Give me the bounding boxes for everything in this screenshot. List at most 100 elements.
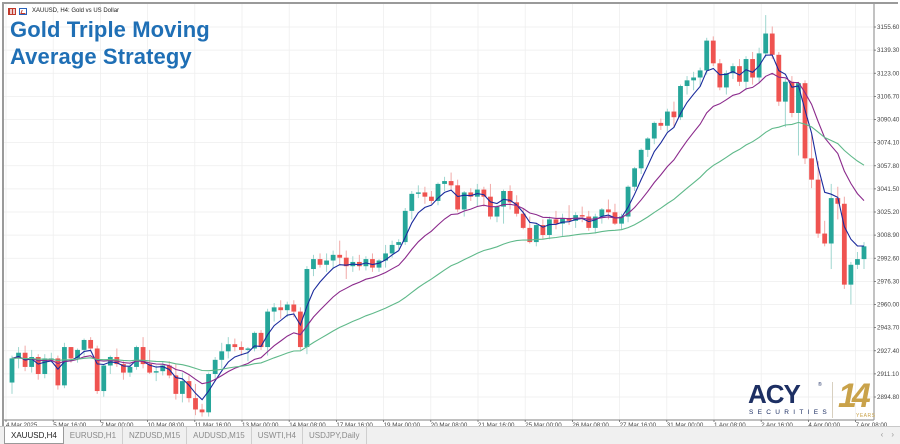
candle	[55, 355, 61, 390]
candle	[645, 137, 651, 157]
candle	[606, 199, 611, 220]
tab-xauusd-h4[interactable]: XAUUSD,H4	[4, 427, 64, 444]
candle	[750, 51, 755, 85]
logo-subtitle: SECURITIES	[749, 409, 832, 416]
price-chart[interactable]: 3155.60 3139.30 3123.00 3106.70 3090.40 3074.…	[0, 0, 900, 426]
candle	[835, 186, 841, 220]
candle	[671, 101, 677, 128]
y-tick-label: 3123.00	[877, 70, 900, 77]
candle	[743, 56, 749, 91]
chart-type-icon[interactable]	[19, 7, 27, 15]
candle	[796, 81, 801, 156]
candle	[311, 254, 316, 277]
x-tick-label: 1 Apr 08:00	[714, 422, 746, 426]
candle	[861, 242, 867, 270]
anniversary-number: 14	[838, 377, 871, 415]
candle	[684, 76, 690, 95]
x-tick-label: 10 Mar 08:00	[148, 422, 185, 426]
candle	[494, 205, 500, 223]
scroll-left-icon[interactable]: ‹	[880, 430, 884, 439]
candle	[507, 185, 513, 210]
candle	[376, 259, 382, 272]
candle	[828, 183, 834, 270]
x-tick-label: 2 Apr 16:00	[761, 422, 793, 426]
candle	[324, 253, 329, 272]
x-tick-label: 4 Mar 2025	[6, 422, 38, 426]
x-tick-label: 27 Mar 16:00	[620, 422, 657, 426]
candle	[75, 348, 80, 363]
candle	[769, 26, 775, 60]
candle	[527, 216, 533, 244]
candle	[304, 266, 310, 355]
candle	[691, 71, 696, 91]
candle	[180, 372, 185, 403]
scroll-right-icon[interactable]: ›	[891, 430, 894, 439]
y-tick-label: 2960.00	[877, 302, 900, 309]
tab-eurusd-h1[interactable]: EURUSD,H1	[64, 427, 124, 444]
candle	[402, 208, 408, 245]
candle	[121, 361, 126, 380]
candle	[107, 355, 113, 375]
symbol-description: XAUUSD, H4: Gold vs US Dollar	[32, 8, 120, 14]
candle	[625, 185, 631, 223]
candle	[62, 342, 67, 389]
candle	[737, 59, 742, 87]
candle	[815, 161, 821, 238]
candle	[225, 337, 231, 359]
candle	[553, 210, 559, 230]
y-tick-label: 2976.30	[877, 278, 900, 285]
candle	[697, 67, 703, 87]
y-tick-label: 2927.40	[877, 348, 900, 355]
candle	[415, 185, 421, 199]
tab-nzdusd-m15[interactable]: NZDUSD,M15	[123, 427, 188, 444]
candle	[776, 51, 782, 106]
ma-fast-line	[11, 54, 865, 401]
candle	[29, 349, 35, 373]
candle	[101, 364, 107, 397]
y-axis-labels: 3155.60 3139.30 3123.00 3106.70 3090.40 3074.…	[874, 24, 900, 401]
headline-line-2: Average Strategy	[10, 44, 192, 69]
x-tick-label: 25 Mar 00:00	[525, 422, 562, 426]
candle	[710, 36, 716, 67]
y-tick-label: 3106.70	[877, 93, 900, 100]
x-tick-label: 14 Mar 08:00	[289, 422, 326, 426]
chart-title-bar: XAUUSD, H4: Gold vs US Dollar	[8, 5, 119, 17]
candle	[330, 250, 336, 270]
x-tick-label: 7 Mar 00:00	[100, 422, 134, 426]
y-tick-label: 2943.70	[877, 325, 900, 332]
candle	[317, 253, 323, 268]
tab-uswti-h4[interactable]: USWTI,H4	[252, 427, 303, 444]
y-tick-label: 3057.80	[877, 163, 900, 170]
candle	[212, 356, 218, 382]
grid-lines	[4, 4, 874, 420]
candle	[88, 337, 94, 350]
candle	[245, 347, 251, 362]
y-tick-label: 3074.10	[877, 140, 900, 147]
candle	[468, 188, 474, 201]
headline-title: Gold Triple Moving Average Strategy	[10, 16, 210, 70]
candle	[422, 186, 428, 204]
candle	[855, 252, 860, 270]
candle	[337, 240, 343, 265]
y-tick-label: 3090.40	[877, 117, 900, 124]
tab-audusd-m15[interactable]: AUDUSD,M15	[187, 427, 252, 444]
x-tick-label: 19 Mar 00:00	[384, 422, 421, 426]
candle	[42, 354, 48, 379]
candle	[186, 375, 192, 403]
tab-usdjpy-daily[interactable]: USDJPY,Daily	[303, 427, 367, 444]
candle	[140, 337, 146, 369]
x-axis-labels: 4 Mar 2025 5 Mar 16:00 7 Mar 00:00 10 Mar 0…	[5, 420, 888, 426]
candle	[383, 244, 388, 268]
candles	[9, 15, 867, 417]
candle	[429, 191, 434, 204]
x-tick-label: 13 Mar 00:00	[242, 422, 279, 426]
chart-frame-border	[2, 2, 898, 426]
anniversary-label: YEARS	[856, 413, 876, 419]
logo-brand-text: ACY	[748, 379, 801, 409]
candle	[579, 206, 585, 223]
one-click-trading-icon[interactable]	[8, 7, 16, 15]
candle	[219, 342, 225, 369]
candle	[153, 365, 159, 382]
candle	[448, 172, 454, 192]
candle	[134, 345, 139, 370]
